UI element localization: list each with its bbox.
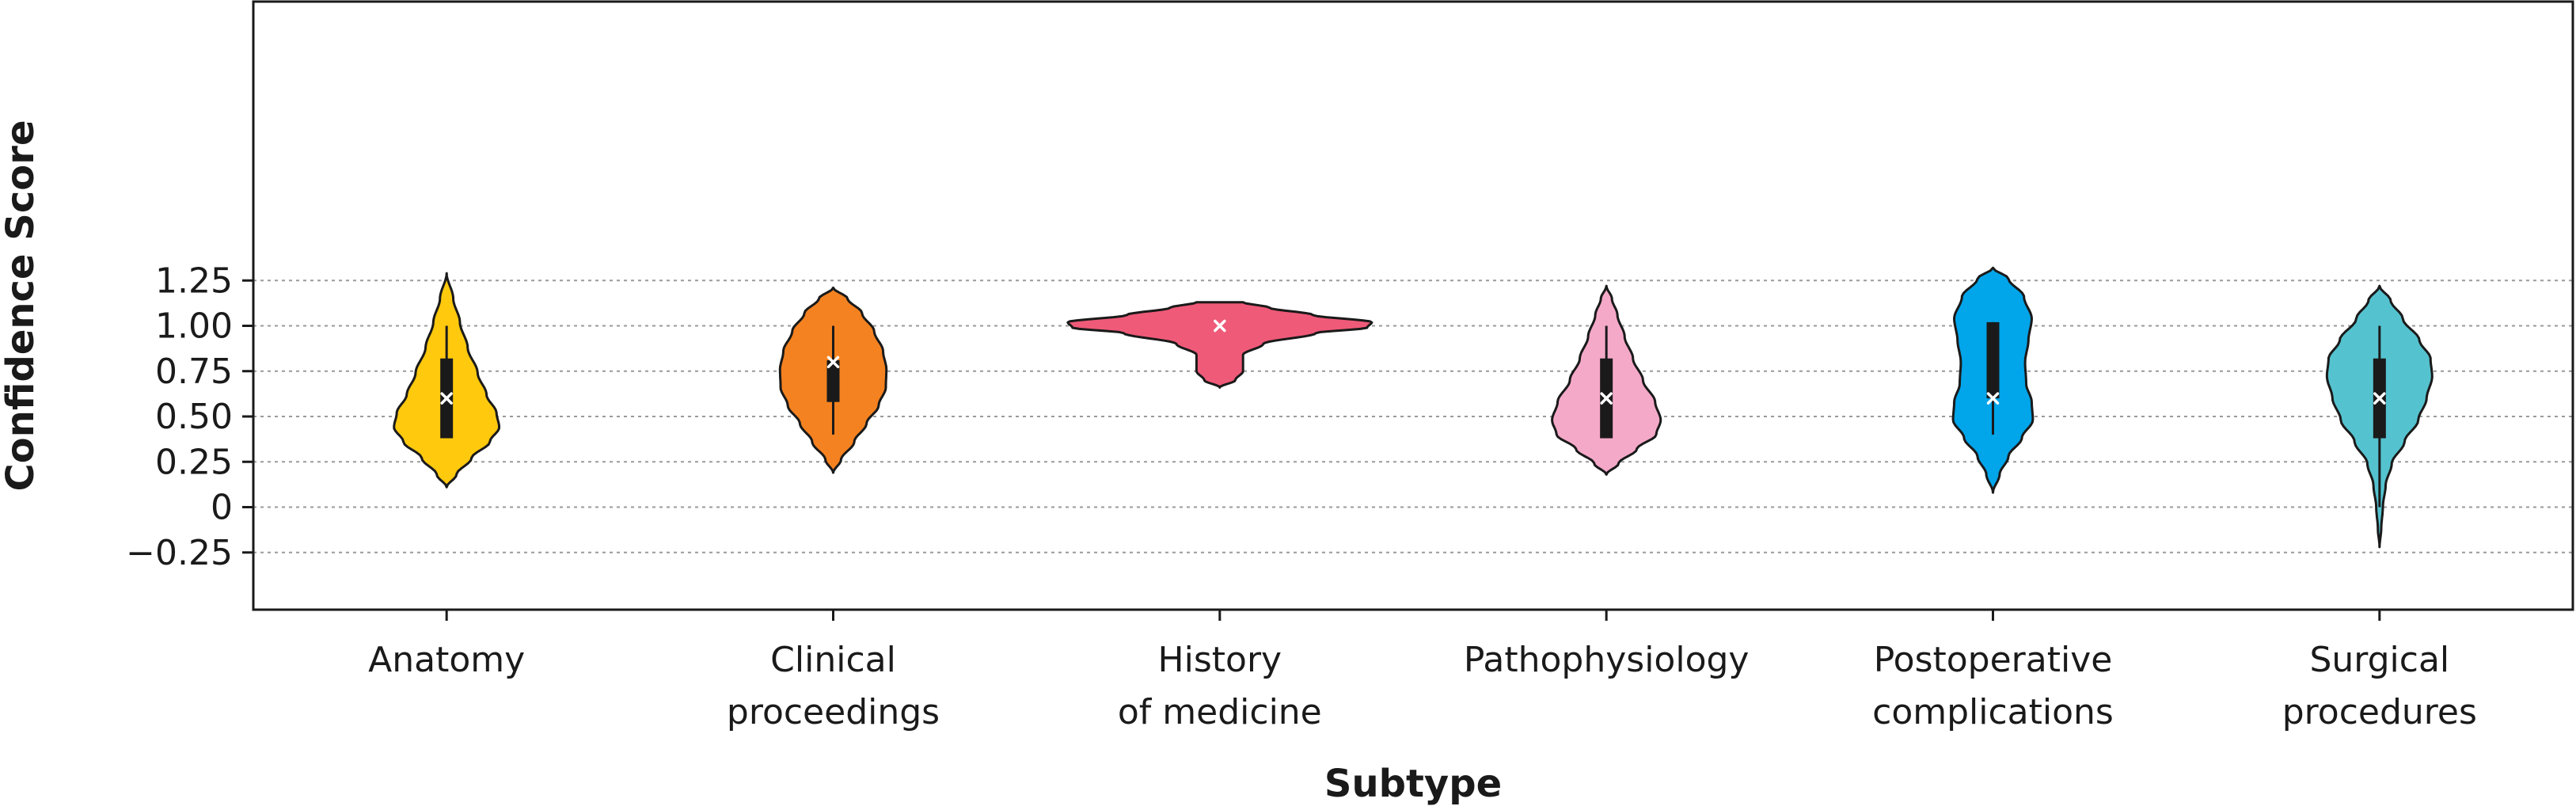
x-tick-label-line: Clinical [770,640,896,680]
x-tick-label-line: complications [1872,692,2114,732]
median-marker [826,356,840,369]
y-tick-label: −0.25 [126,533,233,573]
violin-group [1066,301,1373,389]
y-tick-label: 1.25 [155,260,233,301]
x-tick-label-line: Anatomy [368,640,525,680]
y-tick-label: 0.25 [155,442,233,482]
y-axis-ticks: −0.25 0 0.25 0.50 0.75 1.00 1.25 [126,260,253,573]
x-tick-label-line: of medicine [1118,692,1322,732]
median-marker [1600,392,1613,405]
median-marker [2373,392,2386,405]
y-tick-label: 0 [211,488,233,528]
x-tick-label: History of medicine [1118,640,1322,732]
median-marker [1986,392,2000,405]
x-tick-label-line: Pathophysiology [1464,640,1750,680]
median-marker [440,392,453,405]
y-tick-label: 1.00 [155,306,233,347]
iqr-box [826,360,840,402]
gridlines [253,280,2573,553]
x-tick-label: Anatomy [368,640,525,680]
x-tick-label: Postoperative complications [1872,640,2114,732]
x-tick-label-line: History [1158,640,1282,680]
x-tick-label-line: Surgical [2309,640,2449,680]
y-tick-label: 0.50 [155,397,233,437]
violin-group [1551,284,1662,476]
plot-frame [252,0,2574,611]
iqr-box [1986,321,2000,399]
violin-group [1951,266,2035,494]
x-axis-ticks: Anatomy Clinical proceedings History of medi… [368,610,2477,732]
x-tick-label-line: proceedings [727,692,940,732]
x-tick-label: Clinical proceedings [727,640,940,732]
violin-group [778,286,888,474]
x-tick-label: Pathophysiology [1464,640,1750,680]
violin-body [1066,301,1373,389]
median-marker [1214,319,1226,333]
violin-group [393,272,500,489]
x-axis-title: Subtype [1324,762,1502,806]
x-tick-label-line: Postoperative [1874,640,2113,680]
x-tick-label-line: procedures [2282,692,2477,732]
y-tick-label: 0.75 [155,352,233,392]
violin-group [2325,284,2434,549]
y-axis-title: Confidence Score [0,120,43,492]
x-tick-label: Surgical procedures [2282,640,2477,732]
violins [393,266,2434,549]
